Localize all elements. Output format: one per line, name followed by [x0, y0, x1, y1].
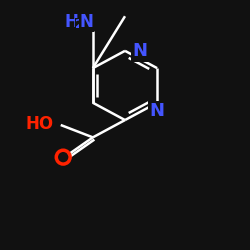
- Text: N: N: [150, 102, 165, 120]
- Text: H: H: [65, 14, 79, 32]
- Text: N: N: [80, 14, 94, 32]
- Text: 2: 2: [75, 18, 84, 31]
- Text: N: N: [132, 42, 148, 60]
- Text: HO: HO: [26, 115, 54, 133]
